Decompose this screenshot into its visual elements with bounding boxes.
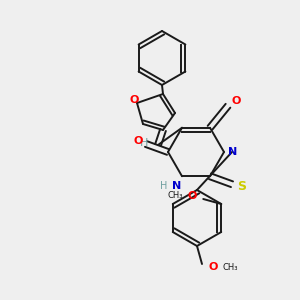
- Text: CH₃: CH₃: [167, 191, 183, 200]
- Text: CH₃: CH₃: [222, 262, 238, 272]
- Text: N: N: [228, 147, 238, 157]
- Text: H: H: [140, 138, 148, 148]
- Text: N: N: [172, 181, 182, 191]
- Text: O: O: [133, 136, 143, 146]
- Text: S: S: [238, 180, 247, 193]
- Text: O: O: [231, 96, 241, 106]
- Text: O: O: [208, 262, 218, 272]
- Text: O: O: [129, 95, 139, 105]
- Text: H: H: [160, 181, 168, 191]
- Text: O: O: [188, 191, 197, 201]
